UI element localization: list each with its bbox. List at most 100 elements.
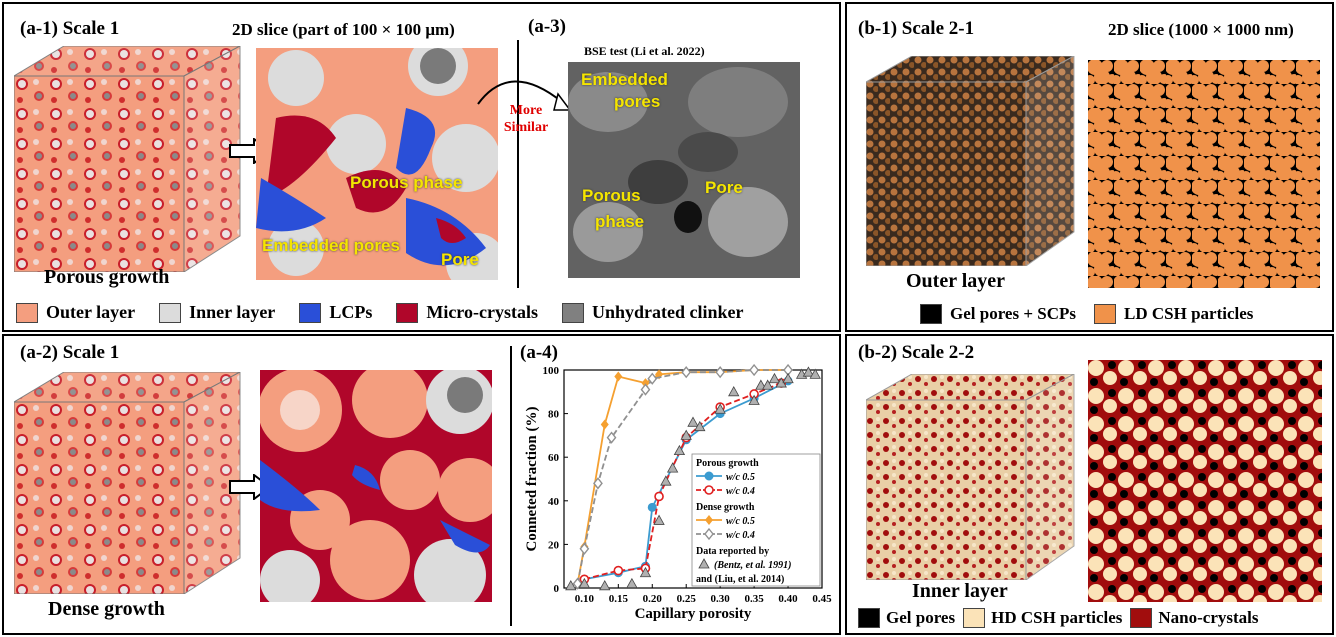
series-3-point [606,431,617,444]
x-axis-label: Capillary porosity [635,606,752,622]
curved-arrow-icon [477,80,572,111]
series-1-point [654,491,664,502]
swatch-gel-pores-scps [920,304,942,324]
series-4-point [782,372,794,384]
x-tick-label: 0.40 [778,593,798,605]
legend-a: Outer layer Inner layer LCPs Micro-cryst… [16,302,743,323]
legend-text-2: w/c 0.4 [726,486,755,497]
label-porous-phase: Porous phase [350,173,463,192]
series-2-point [614,371,623,382]
legend-item-outer-layer: Outer layer [16,302,135,323]
panel-a1-title: (a-1) Scale 1 [20,18,120,39]
swatch-lcps [299,302,322,323]
y-axis-label: Conneted fraction (%) [524,407,540,552]
label-embedded-pores: Embedded pores [262,236,400,255]
legend-label-lcps: LCPs [329,302,373,322]
series-3-point [647,372,658,385]
legend-b1: Gel pores + SCPs LD CSH particles [920,304,1253,324]
series-4-point [673,444,686,456]
label-pores-a3: pores [614,92,661,111]
more-similar-line2: Similar [503,120,549,135]
legend-marker-4 [698,558,710,569]
x-tick-label: 0.10 [575,593,595,605]
x-tick-label: 0.45 [812,593,832,605]
swatch-gel-pores [858,608,880,628]
panel-a1-slice-title: 2D slice (part of 100 × 100 μm) [232,20,455,39]
legend-text-7: (Bentz, et al. 1991) [714,560,792,571]
outer-layer-cube [866,56,1075,266]
bse-title: BSE test (Li et al. 2022) [584,44,705,58]
legend-b2: Gel pores HD CSH particles Nano-crystals [858,608,1259,628]
legend-item-inner-layer: Inner layer [159,302,275,323]
legend-item-micro-crystals: Micro-crystals [396,302,538,323]
series-4-point [748,394,760,405]
series-4-point [694,420,706,432]
series-2-point [600,419,609,430]
y-tick-label: 0 [554,583,560,595]
panel-a2-title: (a-2) Scale 1 [20,342,120,363]
series-1-point [613,565,624,576]
series-3-point [749,363,760,377]
legend-text-1: w/c 0.5 [726,472,755,483]
series-4-point [599,579,611,591]
y-tick-label: 20 [548,539,560,551]
legend-marker-1 [704,485,714,495]
legend-text-8: and (Liu, et al. 2014) [696,574,784,585]
legend-item-nano-crystals: Nano-crystals [1130,608,1259,628]
slice-a1-image [256,48,498,280]
swatch-hd-csh [963,608,986,628]
series-4-point [653,514,665,525]
x-tick-label: 0.20 [643,593,663,605]
legend-label-inner-layer: Inner layer [189,302,276,322]
swatch-micro-crystals [396,302,419,323]
legend-text-5: w/c 0.4 [726,530,755,541]
series-0-point [647,502,657,512]
legend-label-unhydrated-clinker: Unhydrated clinker [591,302,744,322]
series-4-point [666,462,679,473]
series-4-point [809,368,821,379]
legend-marker-3 [704,527,714,541]
x-tick-label: 0.35 [744,593,764,605]
legend-item-ld-csh: LD CSH particles [1094,304,1253,324]
legend-item-gel-pores: Gel pores [858,608,955,628]
series-4-point [755,379,767,390]
panel-b2-caption: Inner layer [912,580,1008,602]
panel-a4-title: (a-4) [520,342,558,363]
slice-b1-image [1088,60,1320,288]
inner-layer-cube [866,374,1075,580]
panel-a1-caption: Porous growth [44,266,170,288]
y-tick-label: 100 [543,365,560,377]
series-3-point [572,577,583,590]
label-phase-a3: phase [595,212,645,231]
series-4-point [626,577,638,589]
x-tick-label: 0.25 [677,593,697,605]
legend-label-outer-layer: Outer layer [46,302,136,322]
divider-a2-a4 [510,346,512,626]
series-3-point [715,366,726,379]
series-4-point [578,577,591,589]
more-similar-label: More Similar [496,102,556,136]
swatch-inner-layer [159,302,182,323]
swatch-unhydrated-clinker [561,302,584,323]
y-tick-label: 40 [548,496,560,508]
legend-item-lcps: LCPs [299,302,372,323]
series-4-point [660,475,672,486]
legend-text-0: Porous growth [696,458,759,469]
bse-image [568,62,800,278]
panel-a2-caption: Dense growth [48,598,165,620]
series-3-point [579,542,590,555]
swatch-nano-crystals [1130,608,1153,628]
x-tick-label: 0.30 [711,593,731,605]
legend-marker-0 [704,471,714,481]
divider-a1-a3 [517,40,519,288]
label-pore-a1: Pore [441,250,479,269]
panel-b1-caption: Outer layer [906,270,1006,292]
legend-item-unhydrated-clinker: Unhydrated clinker [561,302,744,323]
legend-label-gel-pores: Gel pores [886,608,956,627]
legend-text-3: Dense growth [696,502,755,513]
series-4-point [565,579,577,591]
swatch-ld-csh [1094,304,1117,324]
series-4-point [639,566,652,578]
series-2-point [641,378,650,389]
label-porous-a3: Porous [582,186,641,205]
